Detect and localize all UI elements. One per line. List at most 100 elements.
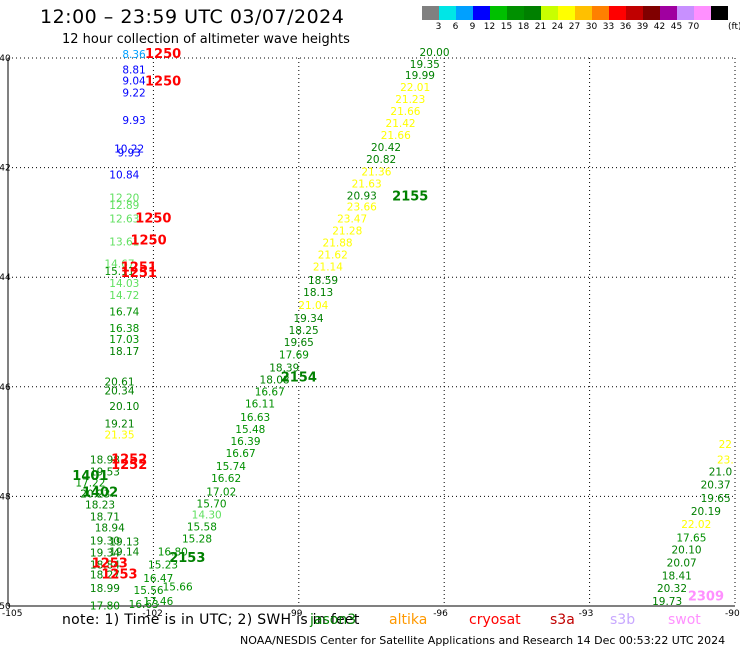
wave-height-point: 22.01 xyxy=(400,82,430,94)
legend-tick-label: 3 xyxy=(435,22,442,32)
wave-height-point: 16.74 xyxy=(109,307,139,319)
legend-swatch xyxy=(507,6,524,20)
wave-height-point: 16.67 xyxy=(226,448,256,460)
legend-tick-label: 12 xyxy=(483,22,496,32)
wave-height-point: 23. xyxy=(717,455,734,467)
wave-height-point: 20.23 xyxy=(80,488,110,500)
wave-height-point: 19.30 xyxy=(90,536,120,548)
pass-time-label: 2153 xyxy=(169,551,205,566)
pass-time-label: 2309 xyxy=(688,590,724,605)
legend-tick-label: 27 xyxy=(568,22,581,32)
wave-height-point: 18.17 xyxy=(109,346,139,358)
legend-tick-label: 21 xyxy=(534,22,547,32)
wave-height-point: 12.20 xyxy=(109,193,139,205)
x-tick-label: -99 xyxy=(288,609,303,619)
legend-swatch xyxy=(439,6,456,20)
legend-tick-label: 9 xyxy=(469,22,476,32)
wave-height-point: 9.93 xyxy=(117,148,140,160)
wave-height-point: 12.63 xyxy=(109,213,139,225)
chart-subtitle: 12 hour collection of altimeter wave hei… xyxy=(62,32,350,47)
mission-swot: swot xyxy=(668,612,701,628)
wave-height-point: 19.34 xyxy=(90,548,120,560)
wave-height-point: 20.00 xyxy=(419,47,449,59)
wave-height-point: 8.36 xyxy=(122,49,146,61)
wave-height-point: 21.0 xyxy=(709,467,732,479)
wave-height-point: 20.19 xyxy=(691,506,721,518)
legend-swatch xyxy=(524,6,541,20)
legend-swatch xyxy=(626,6,643,20)
mission-altika: altika xyxy=(389,612,428,628)
wave-height-point: 16.47 xyxy=(143,573,173,585)
wave-height-point: 14.03 xyxy=(109,278,139,290)
wave-height-point: 15.11 xyxy=(104,266,134,278)
legend-tick-label: 24 xyxy=(551,22,564,32)
wave-height-point: 21.88 xyxy=(323,238,353,250)
wave-height-point: 22.02 xyxy=(681,519,711,531)
wave-height-point: 18.23 xyxy=(85,499,115,511)
wave-height-point: 19.34 xyxy=(293,313,323,325)
wave-height-point: 16.62 xyxy=(211,473,241,485)
legend-swatch xyxy=(558,6,575,20)
x-tick-label: -93 xyxy=(579,609,594,619)
y-tick-label: -40 xyxy=(0,54,11,64)
wave-height-point: 16.11 xyxy=(245,399,275,411)
wave-height-point: 14.72 xyxy=(109,290,139,302)
wave-height-point: 21.35 xyxy=(104,429,134,441)
pass-time-label: 2154 xyxy=(281,370,317,385)
wave-height-point: 19.65 xyxy=(701,493,731,505)
wave-height-point: 23.66 xyxy=(347,201,377,213)
wave-height-point: 21.28 xyxy=(332,225,362,237)
legend-tick-label: 36 xyxy=(619,22,632,32)
wave-height-point: 15.28 xyxy=(182,533,212,545)
pass-time-label: 1253 xyxy=(101,568,137,583)
pass-time-label: 1402 xyxy=(82,485,118,500)
wave-height-point: 18.71 xyxy=(90,512,120,524)
pass-time-label: 1250 xyxy=(130,233,166,248)
legend-swatch xyxy=(711,6,728,20)
legend-swatch xyxy=(677,6,694,20)
wave-height-point: 10.84 xyxy=(109,170,139,182)
wave-height-point: 15.74 xyxy=(216,461,246,473)
wave-height-point: 17.03 xyxy=(109,334,139,346)
wave-height-point: 18.13 xyxy=(303,287,333,299)
wave-height-point: 8.81 xyxy=(122,64,145,76)
wave-height-point: 16.63 xyxy=(129,599,159,611)
wave-height-point: 20.34 xyxy=(104,385,134,397)
wave-height-point: 18.99 xyxy=(90,583,120,595)
x-tick-label: -96 xyxy=(433,609,448,619)
wave-height-point: 9.93 xyxy=(122,115,145,127)
wave-height-point: 19.14 xyxy=(109,547,139,559)
wave-height-point: 18.84 xyxy=(90,560,120,572)
pass-time-label: 1252 xyxy=(111,453,147,468)
pass-time-label: 1250 xyxy=(145,47,181,62)
pass-time-label: 1250 xyxy=(135,211,171,226)
wave-height-point: 18.08 xyxy=(260,375,290,387)
wave-height-point: 16.39 xyxy=(230,436,260,448)
wave-height-point: 15.48 xyxy=(235,424,265,436)
legend-swatch xyxy=(643,6,660,20)
y-tick-label: -50 xyxy=(0,602,11,612)
wave-height-point: 17.22 xyxy=(75,478,105,490)
legend-tick-label: 39 xyxy=(636,22,649,32)
wave-height-point: 18.39 xyxy=(269,362,299,374)
legend-tick-label: 6 xyxy=(452,22,459,32)
wave-height-point: 21.14 xyxy=(313,262,343,274)
legend-swatch xyxy=(609,6,626,20)
pass-time-label: 1250 xyxy=(145,74,181,89)
wave-height-point: 14.30 xyxy=(192,509,222,521)
pass-time-label: 1252 xyxy=(111,458,147,473)
wave-height-point: 20.82 xyxy=(366,154,396,166)
wave-height-point: 19.65 xyxy=(284,337,314,349)
wave-height-point: 19.35 xyxy=(410,59,440,71)
mission-s3b: s3b xyxy=(610,612,636,628)
wave-height-point: 17.02 xyxy=(206,486,236,498)
wave-height-point: 14.67 xyxy=(104,258,134,270)
pass-time-label: 2155 xyxy=(392,189,428,204)
wave-height-point: 18.25 xyxy=(289,325,319,337)
legend-swatch xyxy=(541,6,558,20)
wave-height-point: 15.70 xyxy=(197,498,227,510)
wave-height-point: 10.22 xyxy=(114,143,144,155)
wave-height-point: 19.13 xyxy=(109,537,139,549)
x-tick-label: -102 xyxy=(142,609,162,619)
y-tick-label: -44 xyxy=(0,273,11,283)
